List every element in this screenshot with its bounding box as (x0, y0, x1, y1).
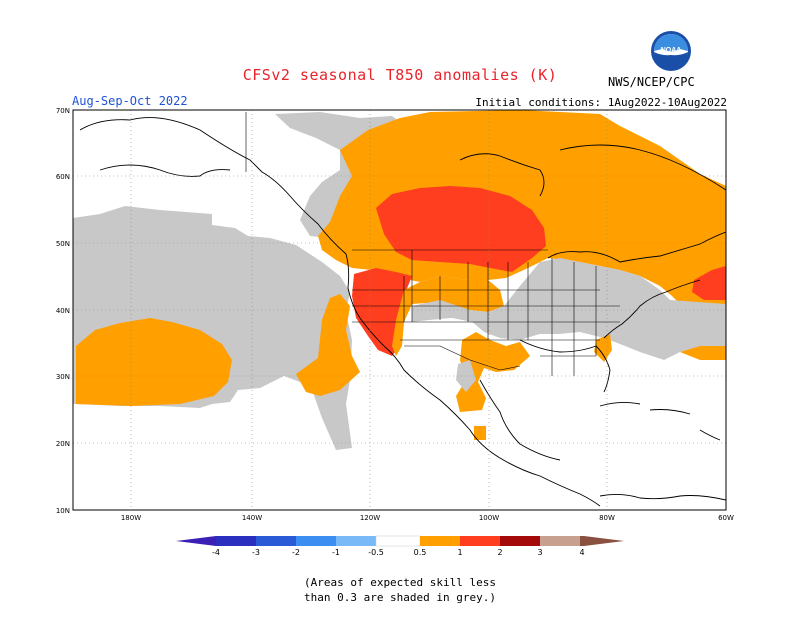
lon-label: 100W (479, 514, 499, 522)
legend-swatch (460, 536, 500, 546)
season-label: Aug-Sep-Oct 2022 (72, 94, 188, 108)
lon-label: 120W (360, 514, 380, 522)
legend-tick-label: -2 (292, 548, 300, 557)
northeast-red-region (692, 266, 726, 300)
central-canada-red-region (376, 186, 546, 272)
atlantic-orange-region (680, 346, 726, 360)
lat-label: 50N (56, 240, 70, 248)
color-legend (176, 535, 624, 547)
lat-label: 40N (56, 307, 70, 315)
footnote-line-1: (Areas of expected skill less (303, 576, 497, 589)
legend-swatch (216, 536, 256, 546)
lat-label: 10N (56, 507, 70, 515)
map-frame (72, 109, 727, 511)
southeast-orange-region (594, 334, 612, 362)
anomaly-shading (73, 110, 726, 450)
lon-label: 80W (599, 514, 615, 522)
legend-tick-label: 1 (457, 548, 462, 557)
legend-tick-label: 0.5 (414, 548, 427, 557)
legend-swatch (336, 536, 376, 546)
us-central-orange-region (392, 276, 504, 356)
legend-swatch (540, 536, 580, 546)
legend-arrow-right (584, 536, 624, 546)
initial-conditions-label: Initial conditions: 1Aug2022-10Aug2022 (475, 96, 727, 109)
legend-tick-label: -0.5 (368, 548, 384, 557)
legend-arrow-left (176, 536, 216, 546)
legend-tick-label: -3 (252, 548, 260, 557)
political-borders (245, 112, 620, 376)
legend-swatch (580, 536, 584, 546)
gulf-orange-spot (474, 426, 486, 440)
mexico-orange-region (456, 332, 530, 412)
footnote-line-2: than 0.3 are shaded in grey.) (303, 591, 497, 604)
lon-label: 140W (242, 514, 262, 522)
agency-label: NWS/NCEP/CPC (608, 75, 695, 89)
lat-label: 20N (56, 440, 70, 448)
legend-tick-label: 4 (579, 548, 584, 557)
svg-text:NOAA: NOAA (661, 47, 682, 54)
lat-label: 70N (56, 107, 70, 115)
graticule (73, 110, 726, 510)
noaa-logo-icon: NOAA (651, 31, 691, 71)
legend-swatch (500, 536, 540, 546)
east-pacific-orange-region (296, 294, 360, 396)
lon-label: 180W (121, 514, 141, 522)
central-us-grey-region (412, 258, 726, 360)
lon-label: 60W (718, 514, 734, 522)
legend-tick-label: -4 (212, 548, 220, 557)
legend-swatch (375, 535, 421, 547)
southwest-white-region (404, 318, 484, 370)
pacific-orange-region (76, 318, 232, 406)
legend-swatch (296, 536, 336, 546)
map-title: CFSv2 seasonal T850 anomalies (K) (242, 66, 558, 84)
lat-label: 30N (56, 373, 70, 381)
legend-tick-label: 3 (537, 548, 542, 557)
legend-swatch (256, 536, 296, 546)
lat-label: 60N (56, 173, 70, 181)
legend-tick-label: -1 (332, 548, 340, 557)
legend-swatch (420, 536, 460, 546)
legend-tick-label: 2 (497, 548, 502, 557)
